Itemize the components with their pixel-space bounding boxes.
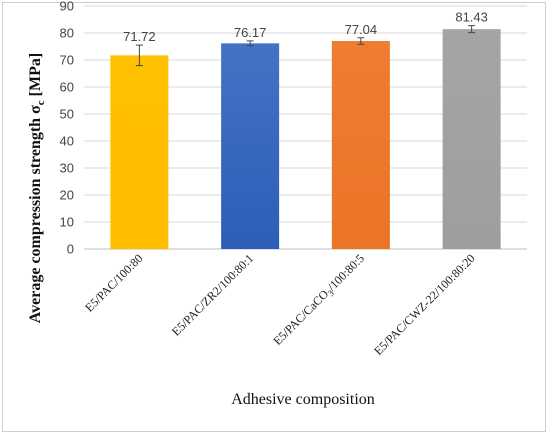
y-tick-label: 80 bbox=[60, 26, 74, 41]
category-label: E5/PAC/CWZ-22/100:80:20 bbox=[371, 251, 478, 358]
data-label: 77.04 bbox=[345, 22, 378, 37]
y-tick-label: 0 bbox=[67, 242, 74, 257]
y-tick-label: 30 bbox=[60, 161, 74, 176]
data-label: 76.17 bbox=[234, 25, 267, 40]
y-axis-title-subscript: c bbox=[35, 100, 47, 105]
category-label: E5/PAC/ZR2/100:80:1 bbox=[169, 251, 256, 338]
y-tick-label: 40 bbox=[60, 134, 74, 149]
y-tick-label: 10 bbox=[60, 215, 74, 230]
error-bar bbox=[468, 25, 476, 34]
data-label: 81.43 bbox=[455, 10, 488, 25]
data-labels: 71.72 76.17 77.04 81.43 bbox=[123, 10, 488, 44]
error-bar bbox=[246, 40, 254, 47]
y-tick-labels: 0 10 20 30 40 50 60 70 80 90 bbox=[60, 0, 74, 257]
y-axis-title: Average compression strength σc [MPa] bbox=[27, 53, 47, 323]
x-axis-title: Adhesive composition bbox=[231, 391, 375, 408]
category-label: E5/PAC/CaCO3/100:80:5 bbox=[270, 251, 368, 349]
data-label: 71.72 bbox=[123, 29, 156, 44]
y-axis-title-main: Average compression strength σ bbox=[27, 105, 44, 323]
y-tick-label: 70 bbox=[60, 53, 74, 68]
category-labels: E5/PAC/100:80 E5/PAC/ZR2/100:80:1 E5/PAC/C… bbox=[82, 251, 478, 358]
bars bbox=[110, 29, 501, 249]
error-bar bbox=[357, 37, 365, 45]
bar bbox=[221, 43, 280, 249]
bar bbox=[331, 40, 390, 249]
bar bbox=[110, 55, 169, 249]
error-bar bbox=[135, 44, 143, 67]
y-tick-label: 90 bbox=[60, 0, 74, 14]
y-tick-label: 50 bbox=[60, 107, 74, 122]
y-tick-label: 60 bbox=[60, 80, 74, 95]
y-axis-title-unit: [MPa] bbox=[27, 53, 44, 101]
category-label: E5/PAC/100:80 bbox=[82, 251, 145, 314]
y-tick-label: 20 bbox=[60, 188, 74, 203]
error-bars bbox=[135, 25, 476, 67]
bar bbox=[442, 29, 501, 249]
